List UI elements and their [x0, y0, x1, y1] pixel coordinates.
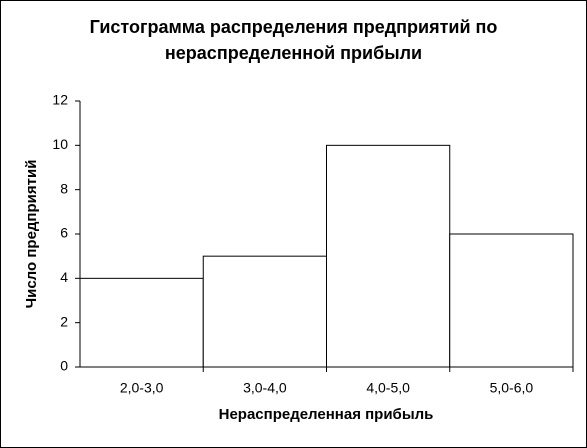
- x-tick-label: 2,0-3,0: [120, 380, 164, 396]
- y-tick-label: 10: [52, 136, 68, 152]
- x-axis-title: Нераспределенная прибыль: [219, 406, 434, 423]
- x-tick-label: 4,0-5,0: [366, 380, 410, 396]
- y-axis-title: Число предприятий: [23, 160, 40, 309]
- x-tick-label: 3,0-4,0: [243, 380, 287, 396]
- y-tick-label: 4: [60, 269, 68, 285]
- y-tick-label: 6: [60, 225, 68, 241]
- bar: [202, 255, 327, 368]
- x-tick-label: 5,0-6,0: [490, 380, 534, 396]
- bar: [449, 233, 574, 368]
- y-tick-label: 2: [60, 313, 68, 329]
- bar: [79, 277, 204, 368]
- y-tick-label: 0: [60, 358, 68, 374]
- y-tick-label: 8: [60, 180, 68, 196]
- y-tick-label: 12: [52, 92, 68, 108]
- bar: [326, 144, 451, 368]
- chart-title: Гистограмма распределения предприятий по…: [89, 17, 498, 63]
